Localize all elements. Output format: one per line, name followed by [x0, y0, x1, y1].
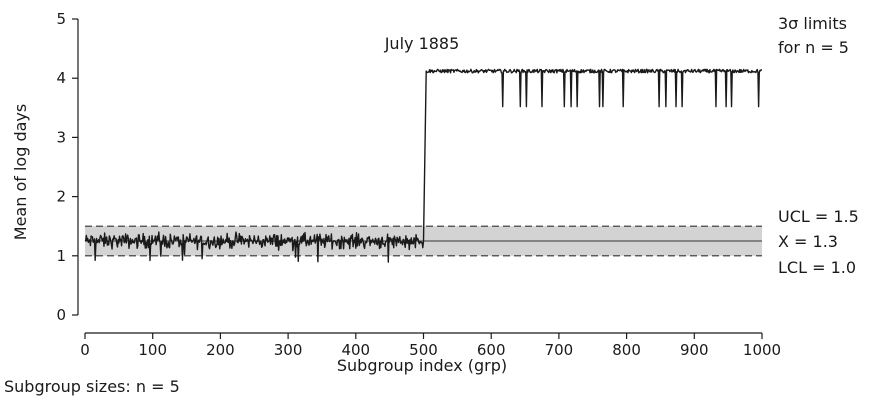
- lcl-label: LCL = 1.0: [778, 258, 856, 277]
- x-tick-label: 1000: [743, 341, 781, 359]
- y-tick-label: 0: [56, 306, 66, 324]
- y-tick-label: 3: [56, 128, 66, 146]
- y-tick-label: 2: [56, 188, 66, 206]
- x-tick-label: 100: [138, 341, 167, 359]
- x-tick-label: 600: [477, 341, 506, 359]
- axes: 0 1 2 3 4 5 0 100 200 300 400 500 600 700 800 900 1000: [56, 10, 781, 359]
- y-tick-label: 5: [56, 10, 66, 28]
- x-tick-label: 0: [80, 341, 90, 359]
- y-tick-label: 4: [56, 69, 66, 87]
- x-tick-label: 900: [680, 341, 709, 359]
- limits-n: for n = 5: [778, 38, 849, 57]
- x-tick-label: 300: [274, 341, 303, 359]
- x-tick-label: 500: [409, 341, 438, 359]
- ucl-label: UCL = 1.5: [778, 207, 859, 226]
- limits-title: 3σ limits: [778, 14, 847, 33]
- series-layer: [84, 68, 763, 263]
- x-tick-label: 200: [206, 341, 235, 359]
- center-label: X = 1.3: [778, 232, 838, 251]
- y-axis-label: Mean of log days: [11, 104, 30, 240]
- x-tick-label: 700: [545, 341, 574, 359]
- series-line: [84, 68, 763, 263]
- x-axis-label: Subgroup index (grp): [337, 356, 507, 375]
- event-annotation: July 1885: [384, 34, 460, 53]
- y-tick-label: 1: [56, 247, 66, 265]
- x-tick-label: 400: [341, 341, 370, 359]
- subgroup-sizes-note: Subgroup sizes: n = 5: [4, 377, 180, 396]
- x-tick-label: 800: [612, 341, 641, 359]
